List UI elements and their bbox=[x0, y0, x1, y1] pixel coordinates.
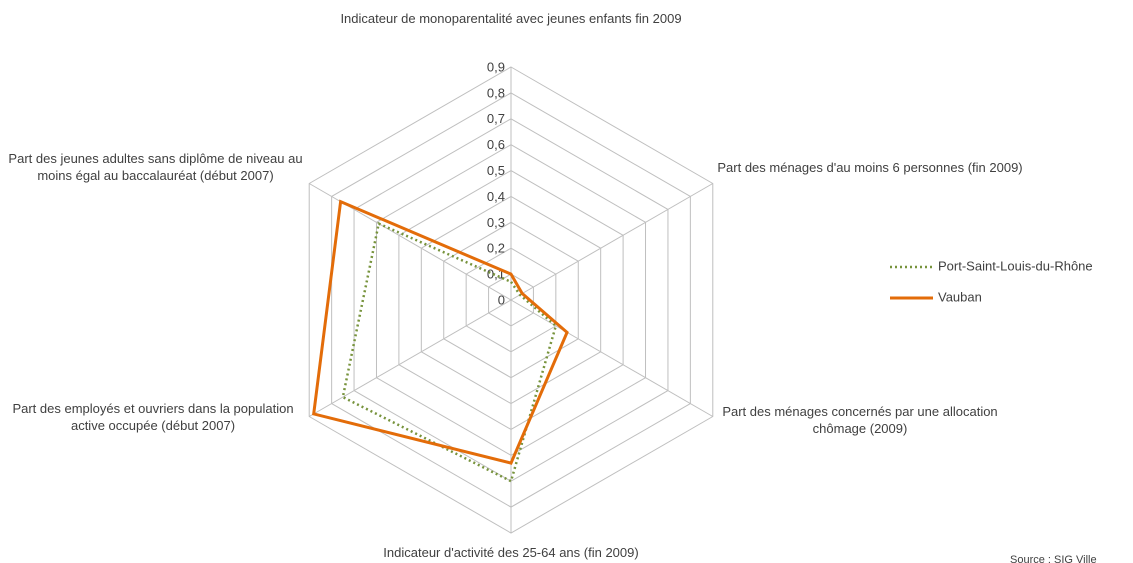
tick-label: 0,8 bbox=[487, 85, 505, 100]
grid-ring bbox=[443, 221, 579, 379]
axis-label: Indicateur d'activité des 25-64 ans (fin… bbox=[383, 545, 639, 560]
series-line bbox=[312, 199, 569, 465]
legend-label: Port-Saint-Louis-du-Rhône bbox=[938, 258, 1093, 273]
tick-label: 0,9 bbox=[487, 59, 505, 74]
grid-ring bbox=[488, 273, 534, 327]
grid-ring bbox=[465, 247, 557, 353]
tick-label: 0,4 bbox=[487, 189, 505, 204]
grid-ring bbox=[331, 92, 691, 508]
axis-label: Part des ménages concernés par une alloc… bbox=[722, 404, 998, 436]
tick-label: 0,2 bbox=[487, 241, 505, 256]
tick-label: 0,3 bbox=[487, 215, 505, 230]
tick-label: 0 bbox=[498, 292, 505, 307]
source: Source : SIG Ville bbox=[1010, 554, 1097, 563]
legend-label: Vauban bbox=[938, 289, 982, 304]
grid-ring bbox=[308, 66, 714, 534]
axis-label: Indicateur de monoparentalité avec jeune… bbox=[340, 11, 682, 26]
axis-label: Part des ménages d'au moins 6 personnes … bbox=[717, 160, 1023, 175]
tick-label: 0,7 bbox=[487, 111, 505, 126]
grid-ring bbox=[375, 144, 647, 456]
axis-label: Part des employés et ouvriers dans la po… bbox=[12, 401, 294, 433]
axis-label: Part des jeunes adultes sans diplôme de … bbox=[8, 151, 303, 183]
tick-label: 0,5 bbox=[487, 163, 505, 178]
spoke bbox=[510, 299, 714, 417]
grid-ring bbox=[353, 118, 669, 482]
grid-ring bbox=[398, 169, 624, 431]
tick-label: 0,6 bbox=[487, 137, 505, 152]
series-line bbox=[341, 221, 558, 484]
grid-ring bbox=[420, 195, 602, 405]
spoke bbox=[308, 299, 512, 417]
spoke bbox=[510, 183, 714, 301]
